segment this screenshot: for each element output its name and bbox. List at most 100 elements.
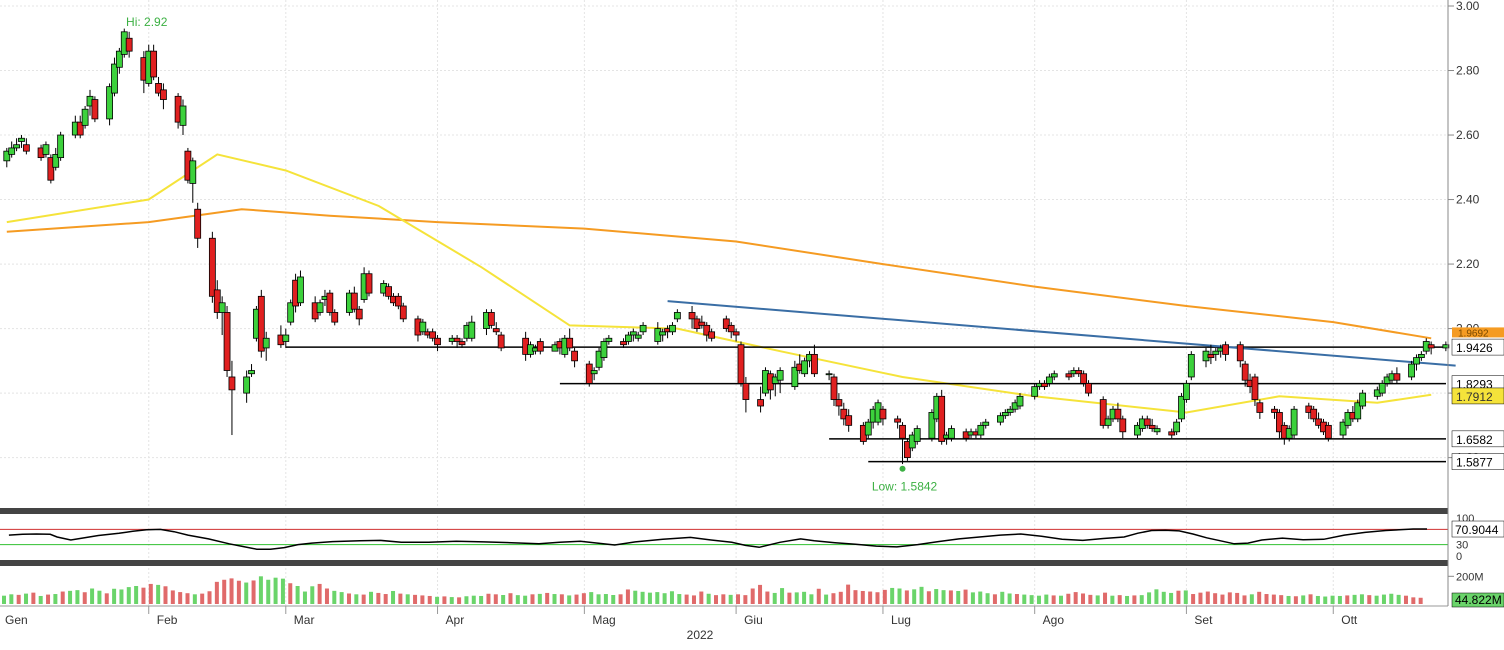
volume-bar	[765, 591, 770, 604]
candle-up	[3, 150, 11, 162]
volume-bar	[684, 594, 689, 604]
candle-up	[297, 276, 304, 304]
volume-bar	[831, 593, 836, 604]
candle-down	[904, 441, 911, 459]
candle-down	[830, 376, 838, 400]
volume-bar	[956, 590, 961, 604]
candle-down	[331, 312, 339, 323]
month-label: Apr	[446, 613, 465, 627]
volume-bar	[699, 591, 704, 604]
candle-down	[879, 408, 887, 420]
support-tag: 1.9426	[1456, 341, 1493, 355]
volume-bar	[104, 593, 109, 604]
low-annotation: Low: 1.5842	[872, 480, 938, 494]
candle-up	[801, 360, 809, 375]
candle-down	[453, 337, 461, 342]
volume-bar	[1110, 595, 1115, 604]
candle-up	[1442, 344, 1450, 349]
candle-down	[1236, 344, 1244, 362]
volume-bar	[1103, 592, 1108, 604]
rsi-line	[8, 528, 1427, 550]
moving-averages	[6, 153, 1432, 414]
candle-up	[262, 337, 270, 349]
candle-up	[634, 334, 642, 339]
ma-tag: 1.7912	[1456, 390, 1493, 404]
candle-down	[835, 399, 843, 407]
volume-bar	[413, 594, 418, 604]
candle-up	[57, 134, 65, 159]
candle-up	[52, 153, 60, 168]
volume-bar	[1095, 595, 1100, 604]
candle-up	[864, 421, 872, 436]
volume-bar	[1176, 590, 1181, 604]
candle-down	[1148, 424, 1156, 429]
candle-down	[536, 341, 544, 352]
volume-bar	[1220, 594, 1225, 604]
volume-bar	[288, 583, 293, 604]
support-tag-box	[1451, 430, 1504, 448]
candle-down	[1080, 373, 1088, 384]
volume-bar	[1022, 594, 1027, 604]
volume-bar	[706, 593, 711, 604]
candle-down	[76, 121, 84, 136]
volume-bar	[537, 593, 542, 604]
candle-up	[1178, 395, 1185, 420]
volume-bar	[68, 590, 73, 604]
candle-up	[1050, 373, 1058, 378]
candle-down	[1207, 353, 1215, 359]
candle-down	[737, 344, 745, 384]
support-tag: 1.6582	[1456, 433, 1493, 447]
candle-down	[1324, 424, 1332, 439]
candle-up	[669, 324, 676, 333]
volume-bar	[1125, 595, 1130, 604]
candle-up	[189, 160, 197, 184]
candle-down	[399, 305, 407, 320]
candle-down	[385, 286, 392, 297]
volume-bar	[750, 588, 755, 604]
candle-up	[1031, 386, 1039, 397]
candle-up	[42, 144, 50, 155]
candle-down	[1143, 418, 1151, 426]
volume-bar	[1117, 595, 1122, 604]
volume-bar	[449, 597, 454, 604]
candles	[3, 28, 1450, 465]
volume-bar	[1000, 591, 1005, 604]
candle-down	[1075, 370, 1083, 375]
low-marker	[899, 465, 906, 472]
candle-up	[1417, 353, 1425, 359]
candle-up	[18, 137, 25, 142]
volume-bar	[82, 592, 87, 604]
candle-down	[125, 37, 133, 52]
volume-bar	[214, 581, 219, 604]
candle-down	[394, 295, 402, 307]
candle-up	[179, 105, 187, 126]
volume-bar	[178, 592, 183, 604]
candle-down	[1271, 408, 1278, 413]
volume-bar	[824, 594, 829, 604]
volume-bar	[611, 595, 616, 604]
candle-down	[1085, 383, 1092, 394]
volume-bar	[530, 594, 535, 604]
volume-bar	[1147, 592, 1152, 604]
volume-bar	[251, 580, 256, 604]
candle-down	[492, 328, 500, 333]
volume-bar	[1264, 594, 1269, 604]
volume-bar	[1154, 589, 1159, 604]
volume-bar	[934, 589, 939, 604]
candle-up	[316, 302, 324, 313]
volume-bar	[391, 590, 396, 604]
candle-up	[605, 337, 613, 342]
volume-bar	[1227, 592, 1232, 604]
volume-bar	[978, 591, 983, 604]
trendline	[667, 300, 1456, 367]
volume-bar	[24, 593, 29, 604]
candle-up	[1006, 408, 1014, 413]
volume-bar	[207, 591, 212, 604]
candle-down	[845, 415, 853, 426]
volume-bar	[302, 591, 307, 604]
price-tick-label: 2.60	[1456, 128, 1480, 142]
volume-bar	[794, 592, 799, 604]
volume-bar	[589, 592, 594, 604]
